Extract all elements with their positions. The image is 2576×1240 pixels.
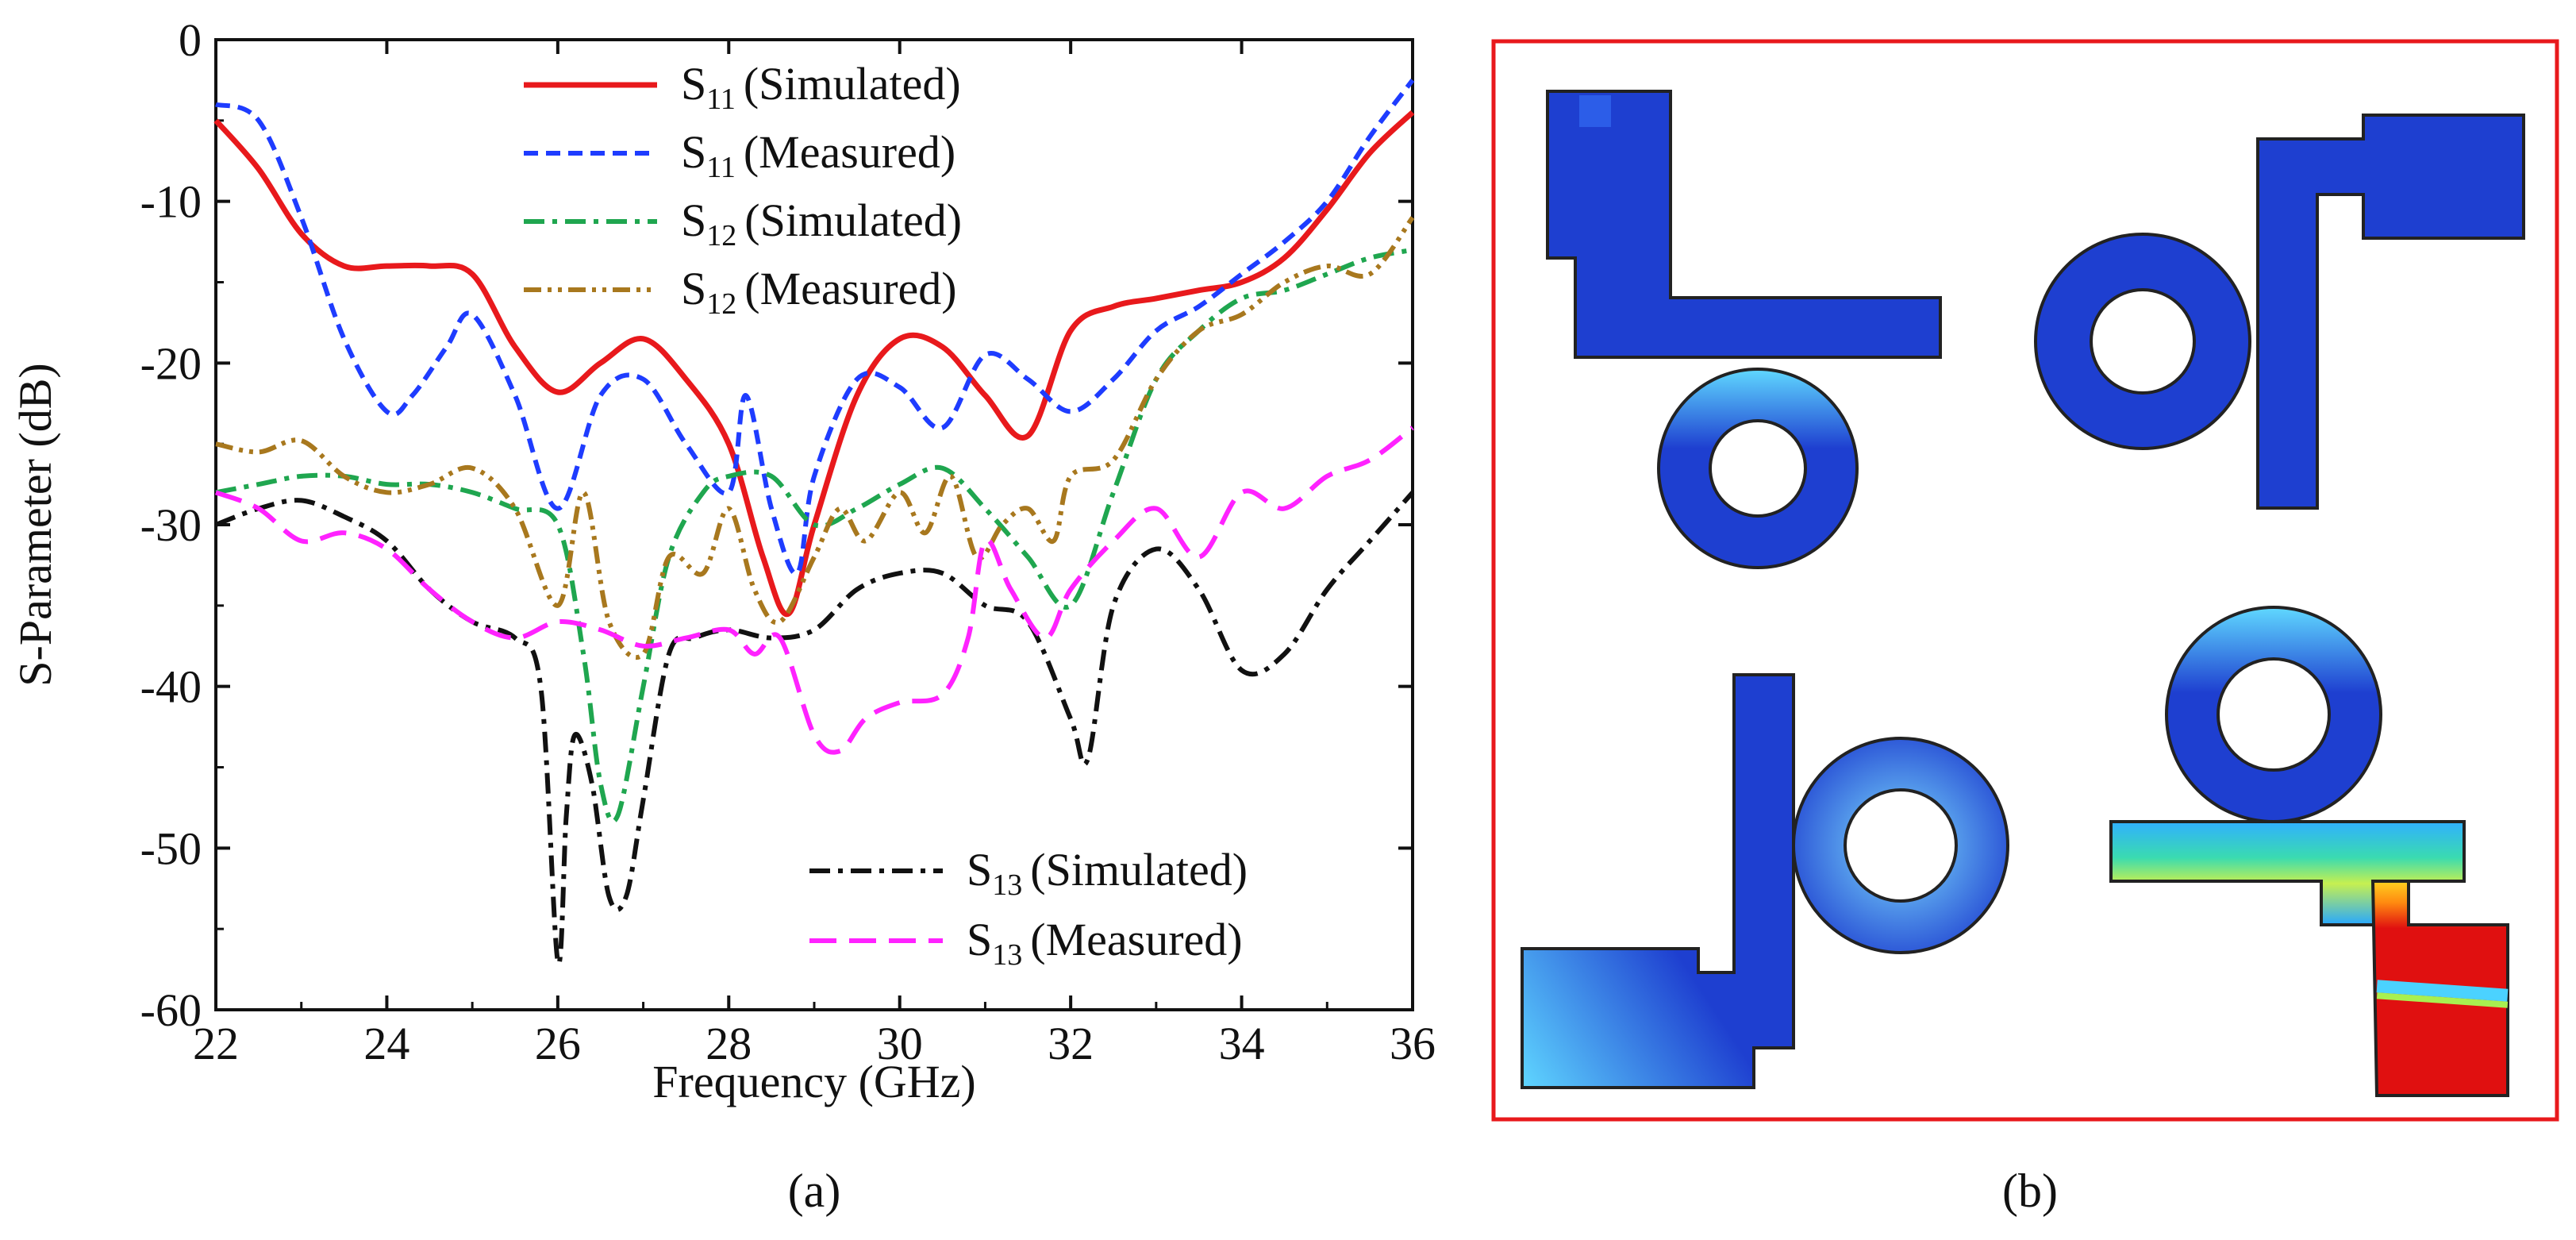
resonator-bottom-left xyxy=(1521,673,2010,1089)
resonator-top-right xyxy=(2033,114,2525,510)
x-tick-label: 24 xyxy=(363,1018,409,1069)
legend-label-s11meas: S11 (Measured) xyxy=(681,126,955,184)
axis-ticks: 22 24 26 28 30 32 34 36 0 -10 -20 -30 -40 -50 -60 xyxy=(140,14,1436,1069)
y-tick-label: -60 xyxy=(140,984,202,1036)
strip-bottom-left xyxy=(1521,673,1795,1089)
y-axis-label: S-Parameter (dB) xyxy=(10,363,61,686)
strip-top-right xyxy=(2256,114,2525,510)
series-line-s12sim xyxy=(215,247,1413,824)
strip-bottom-right xyxy=(2109,820,2466,926)
panel-label-a: (a) xyxy=(788,1165,841,1217)
x-tick-label: 28 xyxy=(706,1018,752,1069)
resonator-bottom-right xyxy=(2109,606,2509,1097)
x-tick-label: 36 xyxy=(1390,1018,1436,1069)
series-group xyxy=(213,79,1415,966)
y-tick-label: 0 xyxy=(179,14,202,66)
panel-label-b: (b) xyxy=(2002,1165,2058,1217)
y-tick-label: -20 xyxy=(140,337,202,389)
panel-frame xyxy=(1491,39,2559,1122)
legend-upper: S11 (Simulated) S11 (Measured) S12 (Simulated… xyxy=(524,58,962,321)
ring-bottom-left xyxy=(1791,737,2010,954)
ring-bottom-right xyxy=(2164,606,2383,823)
series-line-s12meas xyxy=(215,216,1415,660)
resonator-top-left xyxy=(1546,90,1942,569)
legend-label-s13meas: S13 (Measured) xyxy=(967,914,1243,972)
x-tick-label: 26 xyxy=(535,1018,581,1069)
legend-label-s12meas: S12 (Measured) xyxy=(681,263,957,321)
legend-label-s12sim: S12 (Simulated) xyxy=(681,194,962,252)
x-tick-label: 22 xyxy=(193,1018,239,1069)
ring-top-right xyxy=(2033,233,2252,450)
series-line-s11sim xyxy=(213,110,1415,618)
s-parameter-chart: 22 24 26 28 30 32 34 36 0 -10 -20 -30 -40 -50 -60 S11(… xyxy=(10,14,1436,1217)
series-line-s11meas xyxy=(214,79,1415,576)
y-tick-label: -10 xyxy=(140,176,202,228)
x-tick-label: 32 xyxy=(1048,1018,1094,1069)
y-tick-label: -30 xyxy=(140,499,202,551)
field-band-green xyxy=(2376,992,2509,1008)
x-tick-label: 34 xyxy=(1219,1018,1265,1069)
field-distribution-panel: (b) xyxy=(1491,39,2559,1217)
legend-lower: S13 (Simulated) S13 (Measured) xyxy=(809,844,1248,972)
x-axis-label: Frequency (GHz) xyxy=(652,1056,975,1107)
hotspot-top-left xyxy=(1579,95,1611,127)
strip-top-left xyxy=(1546,90,1942,359)
legend-label-s11sim: S11 (Simulated) xyxy=(681,58,961,116)
series-line-s13sim xyxy=(214,491,1415,966)
legend-label-s13sim: S13 (Simulated) xyxy=(967,844,1248,902)
y-tick-label: -40 xyxy=(140,661,202,713)
x-tick-label: 30 xyxy=(877,1018,923,1069)
field-band xyxy=(2376,980,2509,1002)
series-line-s13meas xyxy=(214,426,1414,755)
y-tick-label: -50 xyxy=(140,822,202,874)
ring-top-left xyxy=(1656,368,1859,569)
